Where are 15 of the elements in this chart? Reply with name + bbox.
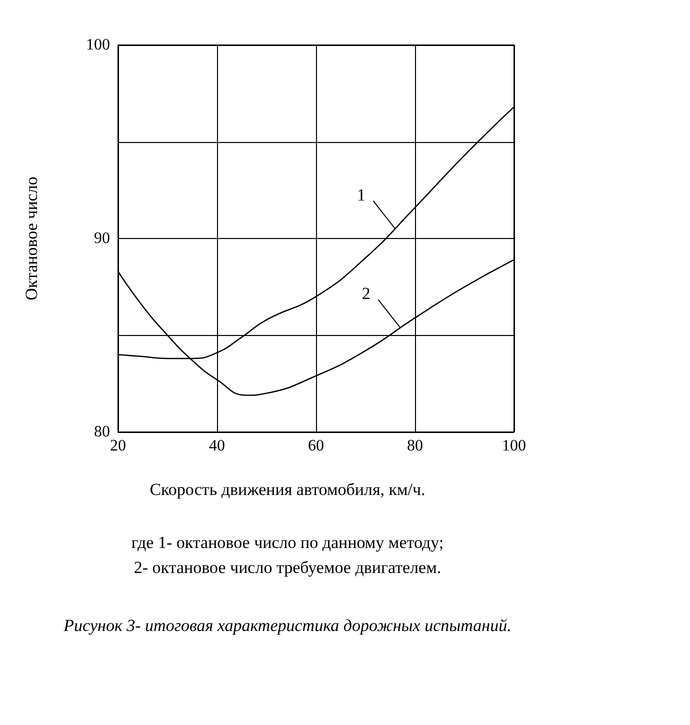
text: Рисунок 3- итоговая характеристика дорожных испытаний. bbox=[62, 615, 512, 637]
x-tick-label: 60 bbox=[308, 438, 324, 454]
x-tick-label: 20 bbox=[110, 438, 126, 454]
x-axis-title: Скорость движения автомобиля, км/ч. bbox=[148, 480, 426, 500]
y-axis-title: Октановое число bbox=[22, 176, 41, 300]
text: где 1- октановое число по данному методу; bbox=[130, 533, 445, 553]
x-tick-label: 100 bbox=[502, 438, 526, 454]
text: 2- октановое число требуемое двигателем. bbox=[132, 558, 442, 578]
y-tick-label: 80 bbox=[94, 424, 110, 440]
y-tick-label: 90 bbox=[94, 230, 110, 247]
x-tick-label: 40 bbox=[209, 438, 225, 454]
annotation: 2 bbox=[362, 284, 370, 304]
x-tick-label: 80 bbox=[407, 438, 423, 454]
y-tick-label: 100 bbox=[86, 36, 110, 54]
annotation: 1 bbox=[356, 185, 366, 204]
